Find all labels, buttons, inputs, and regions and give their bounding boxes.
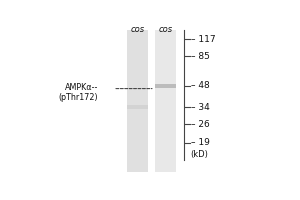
Text: (pThr172): (pThr172) <box>58 93 98 102</box>
Text: – 117: – 117 <box>191 35 216 44</box>
Bar <box>127 30 148 172</box>
Bar <box>155 30 176 172</box>
Text: AMPKα--: AMPKα-- <box>64 83 98 92</box>
Text: – 85: – 85 <box>191 52 210 61</box>
Text: (kD): (kD) <box>190 150 208 159</box>
Bar <box>127 105 148 109</box>
Text: cos: cos <box>130 25 145 34</box>
Bar <box>155 84 176 88</box>
Text: – 34: – 34 <box>191 103 210 112</box>
Text: – 48: – 48 <box>191 81 210 90</box>
Text: cos: cos <box>158 25 172 34</box>
Text: – 26: – 26 <box>191 120 210 129</box>
Text: – 19: – 19 <box>191 138 210 147</box>
